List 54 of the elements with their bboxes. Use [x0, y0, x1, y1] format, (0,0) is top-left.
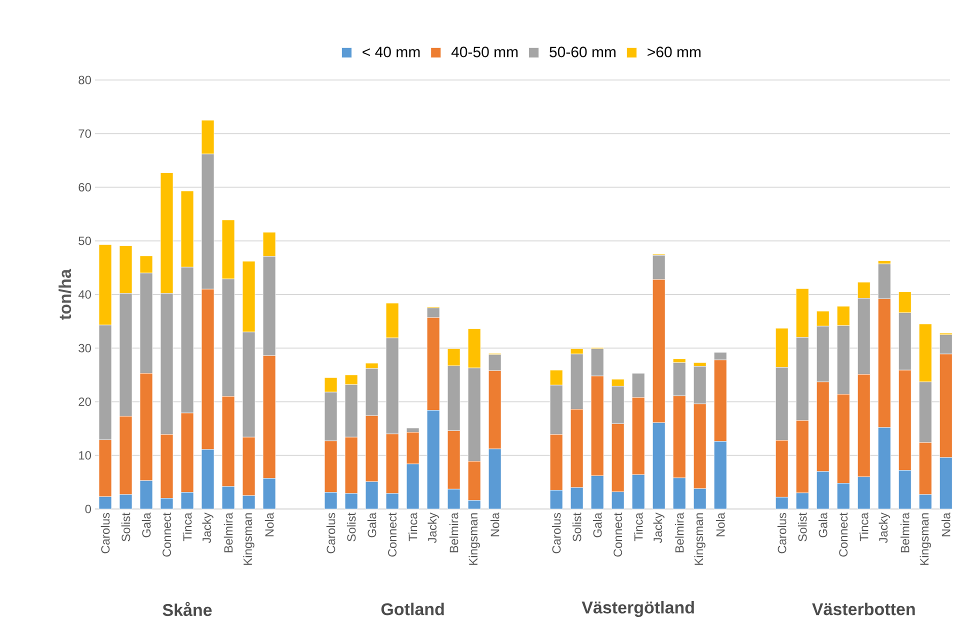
- text: Västergötland: [582, 601, 694, 617]
- x-tick-label: Carolus: [777, 512, 786, 554]
- x-tick-label: Carolus: [552, 512, 561, 554]
- x-tick-label: Gala: [142, 512, 151, 538]
- x-tick-label: Belmira: [224, 512, 233, 552]
- x-tick-label: Tinca: [182, 512, 192, 542]
- y-tick-label: 80: [78, 76, 92, 84]
- x-tick-label: Solist: [121, 512, 130, 542]
- x-tick-label: Kingsman: [468, 513, 480, 565]
- y-tick-label: 20: [78, 397, 92, 406]
- x-tick-label: Nola: [716, 512, 725, 536]
- x-tick-label: Gala: [592, 512, 602, 538]
- x-tick-label: Connect: [162, 512, 172, 557]
- y-tick-label: 0: [85, 504, 92, 514]
- x-tick-label: Nola: [490, 512, 500, 536]
- x-tick-label: Kingsman: [694, 513, 706, 565]
- x-tick-label: Gala: [818, 512, 828, 538]
- y-tick-label: 60: [78, 183, 92, 192]
- x-tick-label: Jacky: [653, 512, 664, 544]
- x-tick-label: Carolus: [100, 512, 110, 554]
- x-tick-label: Jacky: [202, 512, 214, 544]
- x-tick-label: Kingsman: [243, 513, 254, 565]
- legend-label: < 40 mm: [362, 46, 420, 58]
- x-tick-label: Connect: [839, 512, 848, 557]
- x-tick-label: Tinca: [408, 512, 418, 542]
- x-tick-label: Carolus: [326, 512, 336, 554]
- text: Gotland: [381, 602, 444, 616]
- text: Skåne: [162, 602, 212, 616]
- x-tick-label: Connect: [614, 512, 622, 557]
- legend-label: >60 mm: [648, 46, 700, 58]
- x-tick-label: Nola: [264, 512, 274, 536]
- y-tick-label: 30: [78, 344, 92, 352]
- y-tick-label: 70: [78, 129, 92, 138]
- legend-label: 40-50 mm: [451, 46, 518, 58]
- y-axis-title: ton/ha: [58, 268, 72, 320]
- x-tick-label: Nola: [942, 512, 950, 536]
- x-tick-label: Solist: [346, 512, 356, 542]
- x-tick-label: Jacky: [428, 512, 439, 544]
- x-tick-label: Gala: [367, 512, 376, 538]
- x-tick-label: Tinca: [634, 512, 643, 542]
- x-tick-label: Connect: [388, 512, 397, 557]
- text: Västerbotten: [812, 602, 915, 616]
- y-tick-label: 40: [78, 290, 92, 299]
- legend-label: 50-60 mm: [550, 46, 616, 58]
- x-tick-label: Belmira: [674, 512, 684, 552]
- x-tick-label: Jacky: [878, 512, 890, 544]
- x-tick-label: Tinca: [859, 512, 868, 542]
- x-tick-label: Solist: [572, 512, 582, 542]
- x-tick-label: Belmira: [449, 512, 458, 552]
- y-tick-label: 50: [78, 236, 92, 246]
- y-tick-label: 10: [79, 451, 92, 460]
- x-tick-label: Belmira: [900, 512, 910, 552]
- x-tick-label: Solist: [798, 512, 807, 542]
- x-tick-label: Kingsman: [920, 513, 931, 565]
